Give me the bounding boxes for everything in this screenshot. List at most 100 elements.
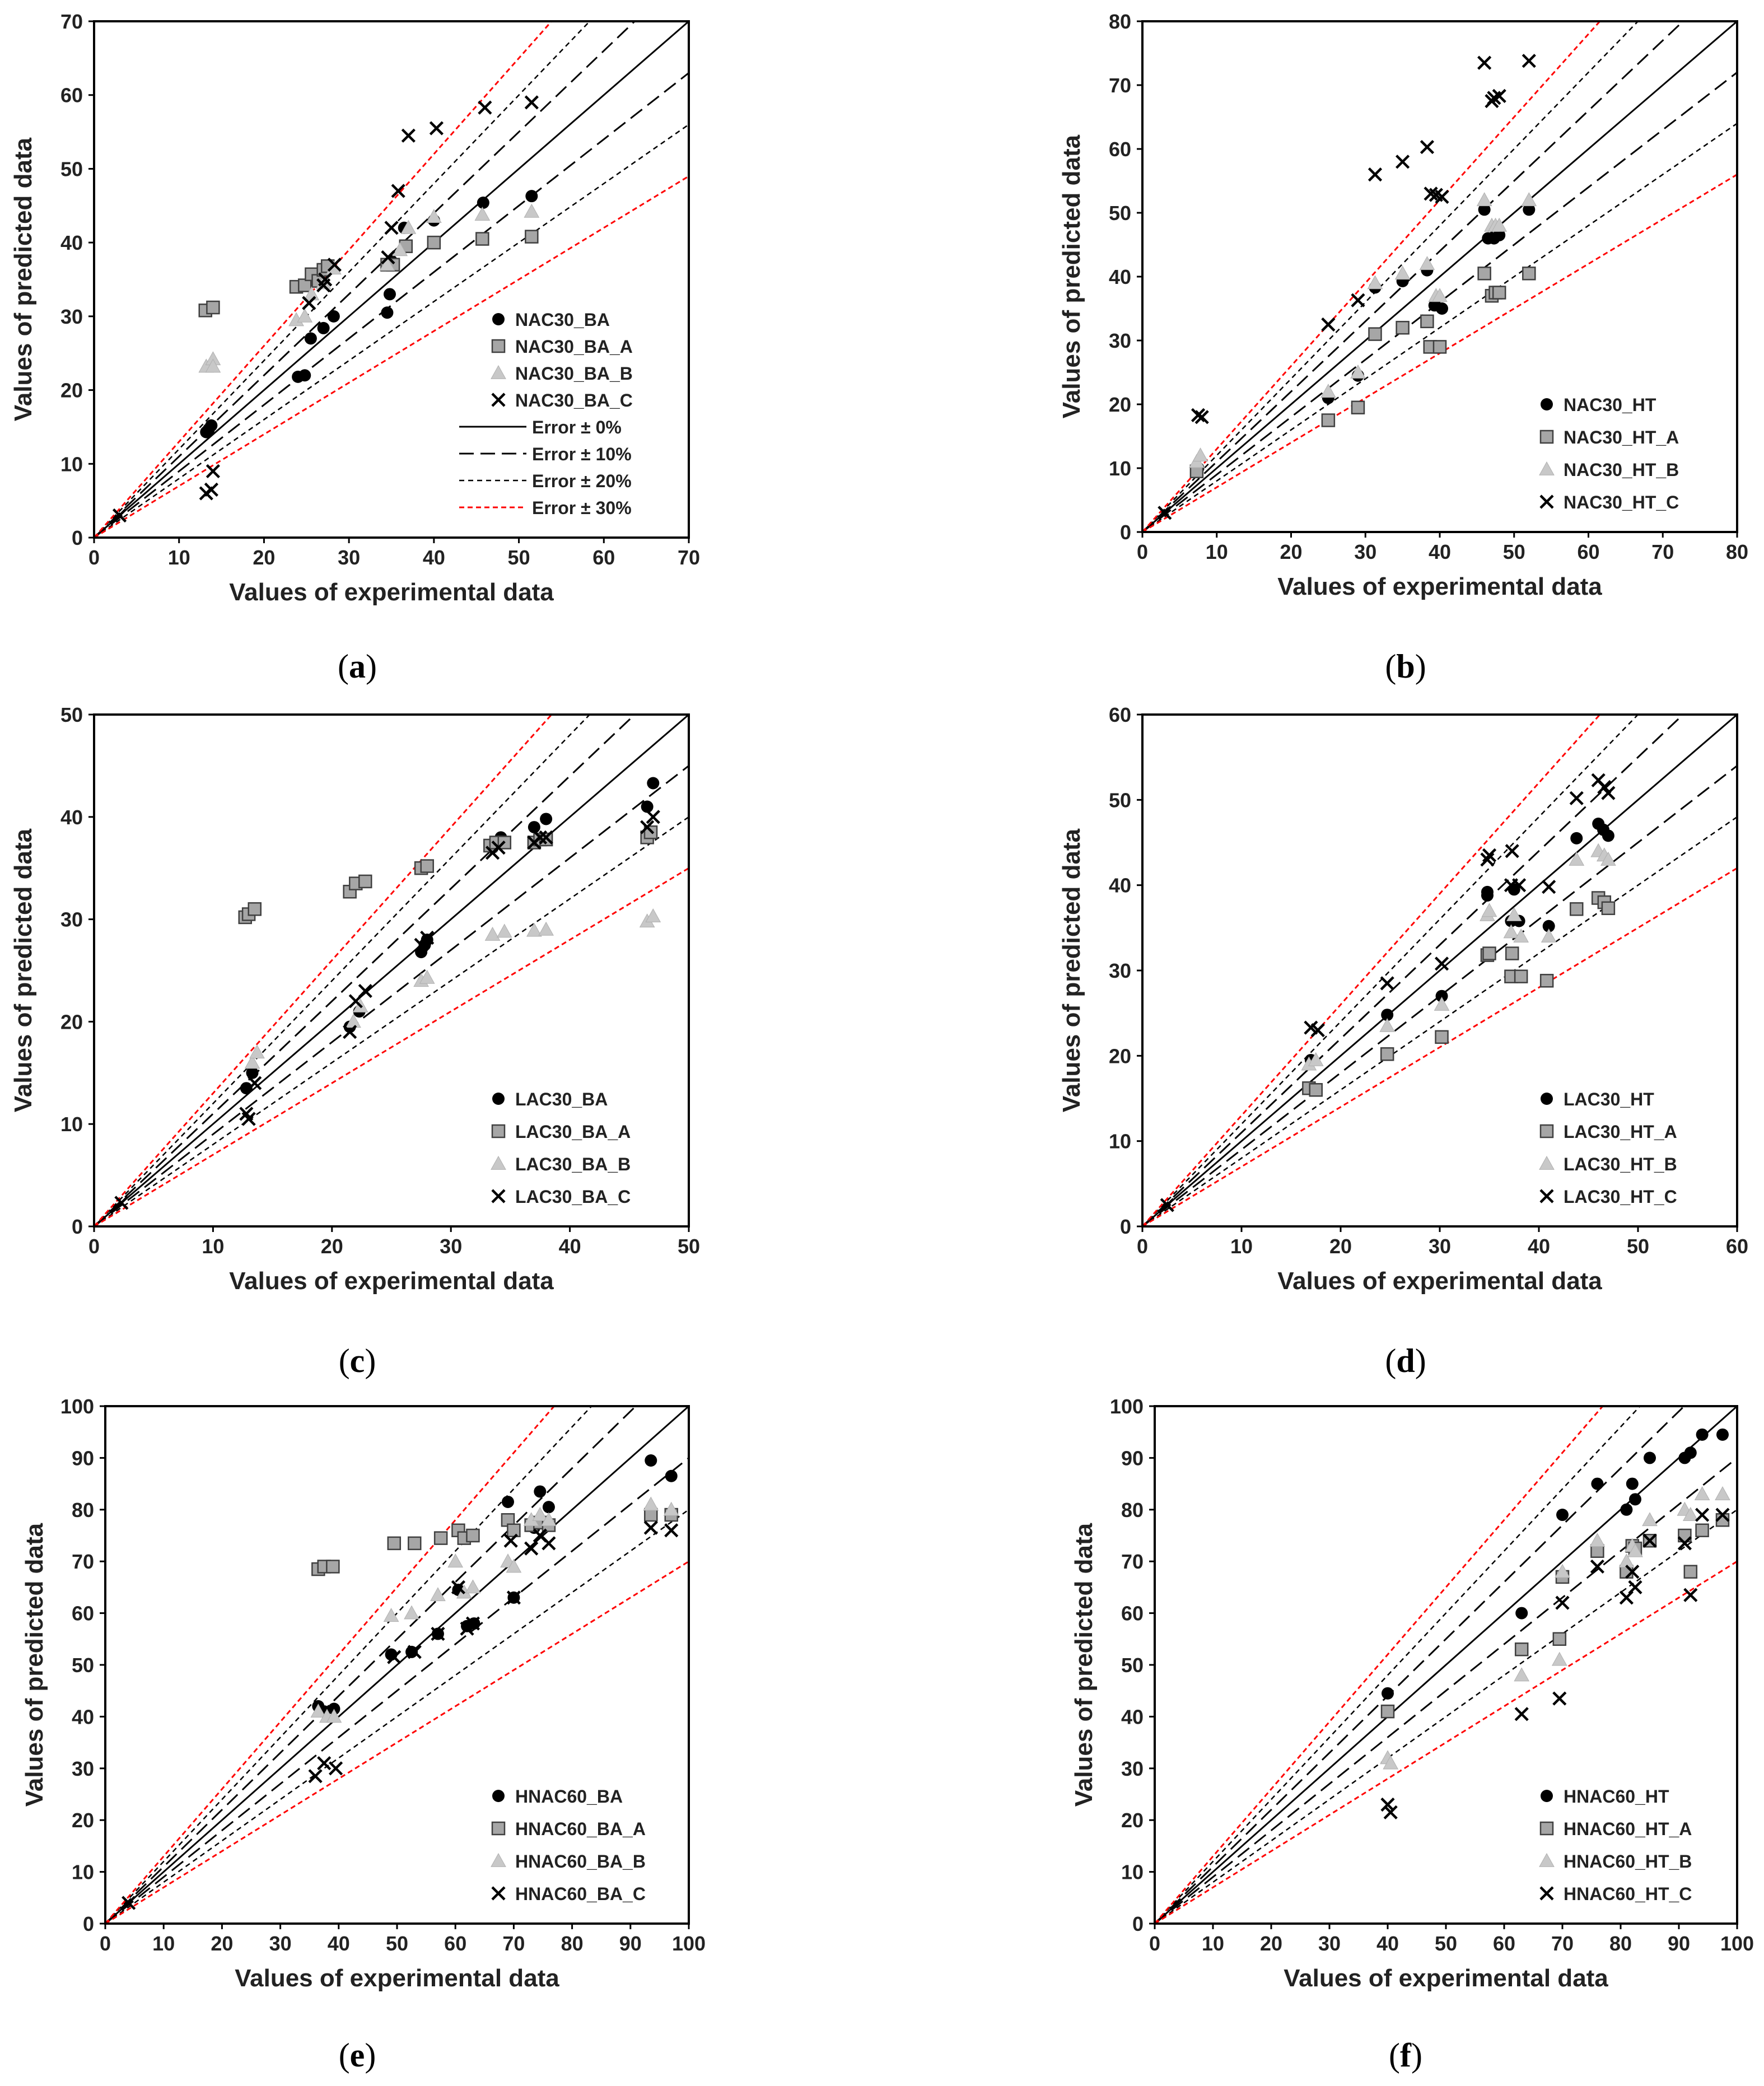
point-HNAC60_HT_B-8	[1627, 1543, 1643, 1557]
legend-label: HNAC60_HT_B	[1564, 1851, 1692, 1872]
point-NAC30_BA_A-12	[475, 232, 489, 246]
y-tick-label: 10	[60, 452, 83, 475]
panel-label-close: )	[1415, 648, 1426, 685]
point-HNAC60_HT_B-13	[1715, 1486, 1730, 1500]
point-HNAC60_BA_A-5	[433, 1531, 448, 1545]
point-HNAC60_BA_A-4	[408, 1536, 422, 1551]
point-HNAC60_BA_C-5	[407, 1645, 422, 1659]
y-tick-label: 20	[72, 1809, 94, 1832]
y-tick-label: 70	[1109, 74, 1131, 97]
point-HNAC60_HT_A-2	[1552, 1632, 1567, 1646]
x-tick-label: 90	[1668, 1932, 1690, 1955]
point-NAC30_BA-13	[477, 197, 489, 209]
point-HNAC60_HT_C-2	[1514, 1707, 1529, 1721]
point-NAC30_HT_C-10	[1435, 189, 1449, 204]
y-tick-label: 90	[72, 1446, 94, 1469]
point-LAC30_BA_C-3	[248, 1076, 262, 1090]
point-NAC30_BA_B-4	[297, 308, 313, 323]
legend-label: NAC30_HT_C	[1564, 492, 1679, 512]
legend: LAC30_BA LAC30_BA_A LAC30_BA_B LAC30_BA_C	[491, 1089, 631, 1207]
error-line-10-upper	[1142, 21, 1684, 532]
legend-label: LAC30_HT_B	[1564, 1154, 1677, 1174]
panel-label-close: )	[365, 1342, 376, 1379]
x-tick-label: 30	[1354, 540, 1376, 563]
point-NAC30_BA_C-13	[478, 100, 492, 115]
y-tick-label: 70	[1121, 1550, 1144, 1573]
point-NAC30_BA_B-9	[392, 242, 408, 256]
y-axis-title: Values of predicted data	[21, 1523, 48, 1807]
point-LAC30_HT_A-1	[1309, 1083, 1323, 1097]
legend-label: LAC30_HT_A	[1564, 1122, 1677, 1142]
legend-marker-LAC30_HT_C	[1539, 1189, 1554, 1203]
point-LAC30_HT_B-10	[1569, 851, 1585, 866]
legend-marker-LAC30_BA_C	[491, 1189, 506, 1203]
y-tick-label: 60	[1121, 1602, 1144, 1625]
data-points	[1160, 773, 1616, 1212]
point-HNAC60_BA-14	[645, 1454, 657, 1467]
legend-marker-NAC30_HT	[1541, 398, 1553, 410]
point-NAC30_BA_A-1	[206, 300, 220, 315]
y-tick-label: 40	[1121, 1705, 1144, 1728]
x-tick-label: 30	[440, 1235, 462, 1258]
legend-marker-HNAC60_BA	[492, 1790, 505, 1802]
point-LAC30_HT_A-9	[1539, 974, 1554, 988]
point-HNAC60_HT_C-1	[1383, 1805, 1398, 1819]
point-HNAC60_BA-9	[501, 1495, 514, 1508]
point-NAC30_HT_C-4	[1351, 293, 1365, 307]
point-NAC30_BA_B-8	[379, 256, 395, 271]
legend-marker-NAC30_HT_B	[1539, 461, 1555, 475]
point-NAC30_HT_C-7	[1420, 139, 1435, 155]
point-NAC30_HT-12	[1523, 203, 1536, 216]
point-HNAC60_HT-4	[1620, 1503, 1633, 1516]
x-tick-label: 30	[269, 1932, 292, 1955]
y-tick-label: 20	[60, 379, 83, 402]
point-NAC30_HT_C-6	[1396, 155, 1410, 169]
y-tick-label: 50	[72, 1654, 94, 1677]
point-HNAC60_HT_C-7	[1625, 1565, 1640, 1579]
point-NAC30_BA_C-11	[401, 128, 416, 143]
panel-label-open: (	[1389, 2037, 1400, 2074]
point-HNAC60_HT-10	[1696, 1428, 1709, 1441]
point-HNAC60_HT_B-11	[1682, 1507, 1698, 1521]
point-NAC30_HT_C-14	[1492, 88, 1506, 103]
reference-lines	[1155, 1406, 1737, 1924]
y-tick-label: 50	[1109, 788, 1131, 811]
point-LAC30_HT_B-9	[1541, 928, 1557, 942]
point-LAC30_BA_A-2	[248, 902, 262, 916]
panel-label-open: (	[1385, 648, 1396, 685]
panel-label-letter: d	[1396, 1342, 1415, 1379]
x-tick-label: 10	[168, 546, 190, 569]
point-NAC30_BA_C-3	[206, 464, 220, 479]
point-LAC30_BA-10	[540, 813, 553, 825]
point-NAC30_HT_B-6	[1419, 256, 1435, 270]
point-HNAC60_BA_C-6	[431, 1626, 445, 1641]
x-tick-label: 0	[100, 1932, 111, 1955]
legend-label: Error ± 10%	[532, 444, 632, 464]
point-LAC30_BA_C-15	[646, 810, 660, 824]
point-HNAC60_HT_C-8	[1628, 1580, 1642, 1594]
legend-label: Error ± 0%	[532, 417, 622, 437]
point-HNAC60_HT_B-12	[1694, 1486, 1710, 1500]
point-HNAC60_BA_B-15	[663, 1501, 679, 1516]
point-LAC30_BA-9	[528, 821, 540, 834]
point-NAC30_BA_B-12	[474, 207, 491, 221]
legend-label: HNAC60_BA_C	[515, 1884, 646, 1904]
point-LAC30_BA-0	[240, 1082, 253, 1095]
legend-label: HNAC60_HT_A	[1564, 1819, 1692, 1839]
x-axis-title: Values of experimental data	[229, 1267, 554, 1295]
point-LAC30_HT-1	[1381, 1009, 1394, 1021]
y-tick-label: 70	[60, 10, 83, 33]
error-line-10-upper	[105, 1406, 637, 1924]
y-axis-title: Values of predicted data	[1058, 828, 1085, 1112]
legend-marker-NAC30_BA_A	[491, 339, 506, 353]
y-tick-label: 100	[60, 1395, 94, 1418]
point-HNAC60_BA_B-0	[310, 1704, 326, 1718]
point-HNAC60_BA_C-4	[387, 1650, 402, 1664]
chart-panel-c: 0 10 20 30 40 50 0 10 20 30 40 50 Values of experime…	[10, 703, 700, 1379]
panel-label: (c)	[339, 1342, 376, 1379]
y-tick-label: 30	[1121, 1757, 1144, 1780]
point-HNAC60_HT_B-4	[1555, 1564, 1570, 1578]
error-line-20-lower	[94, 124, 689, 538]
error-line-30-upper	[94, 715, 553, 1226]
legend: NAC30_HT NAC30_HT_A NAC30_HT_B NAC30_HT_C	[1539, 395, 1679, 512]
